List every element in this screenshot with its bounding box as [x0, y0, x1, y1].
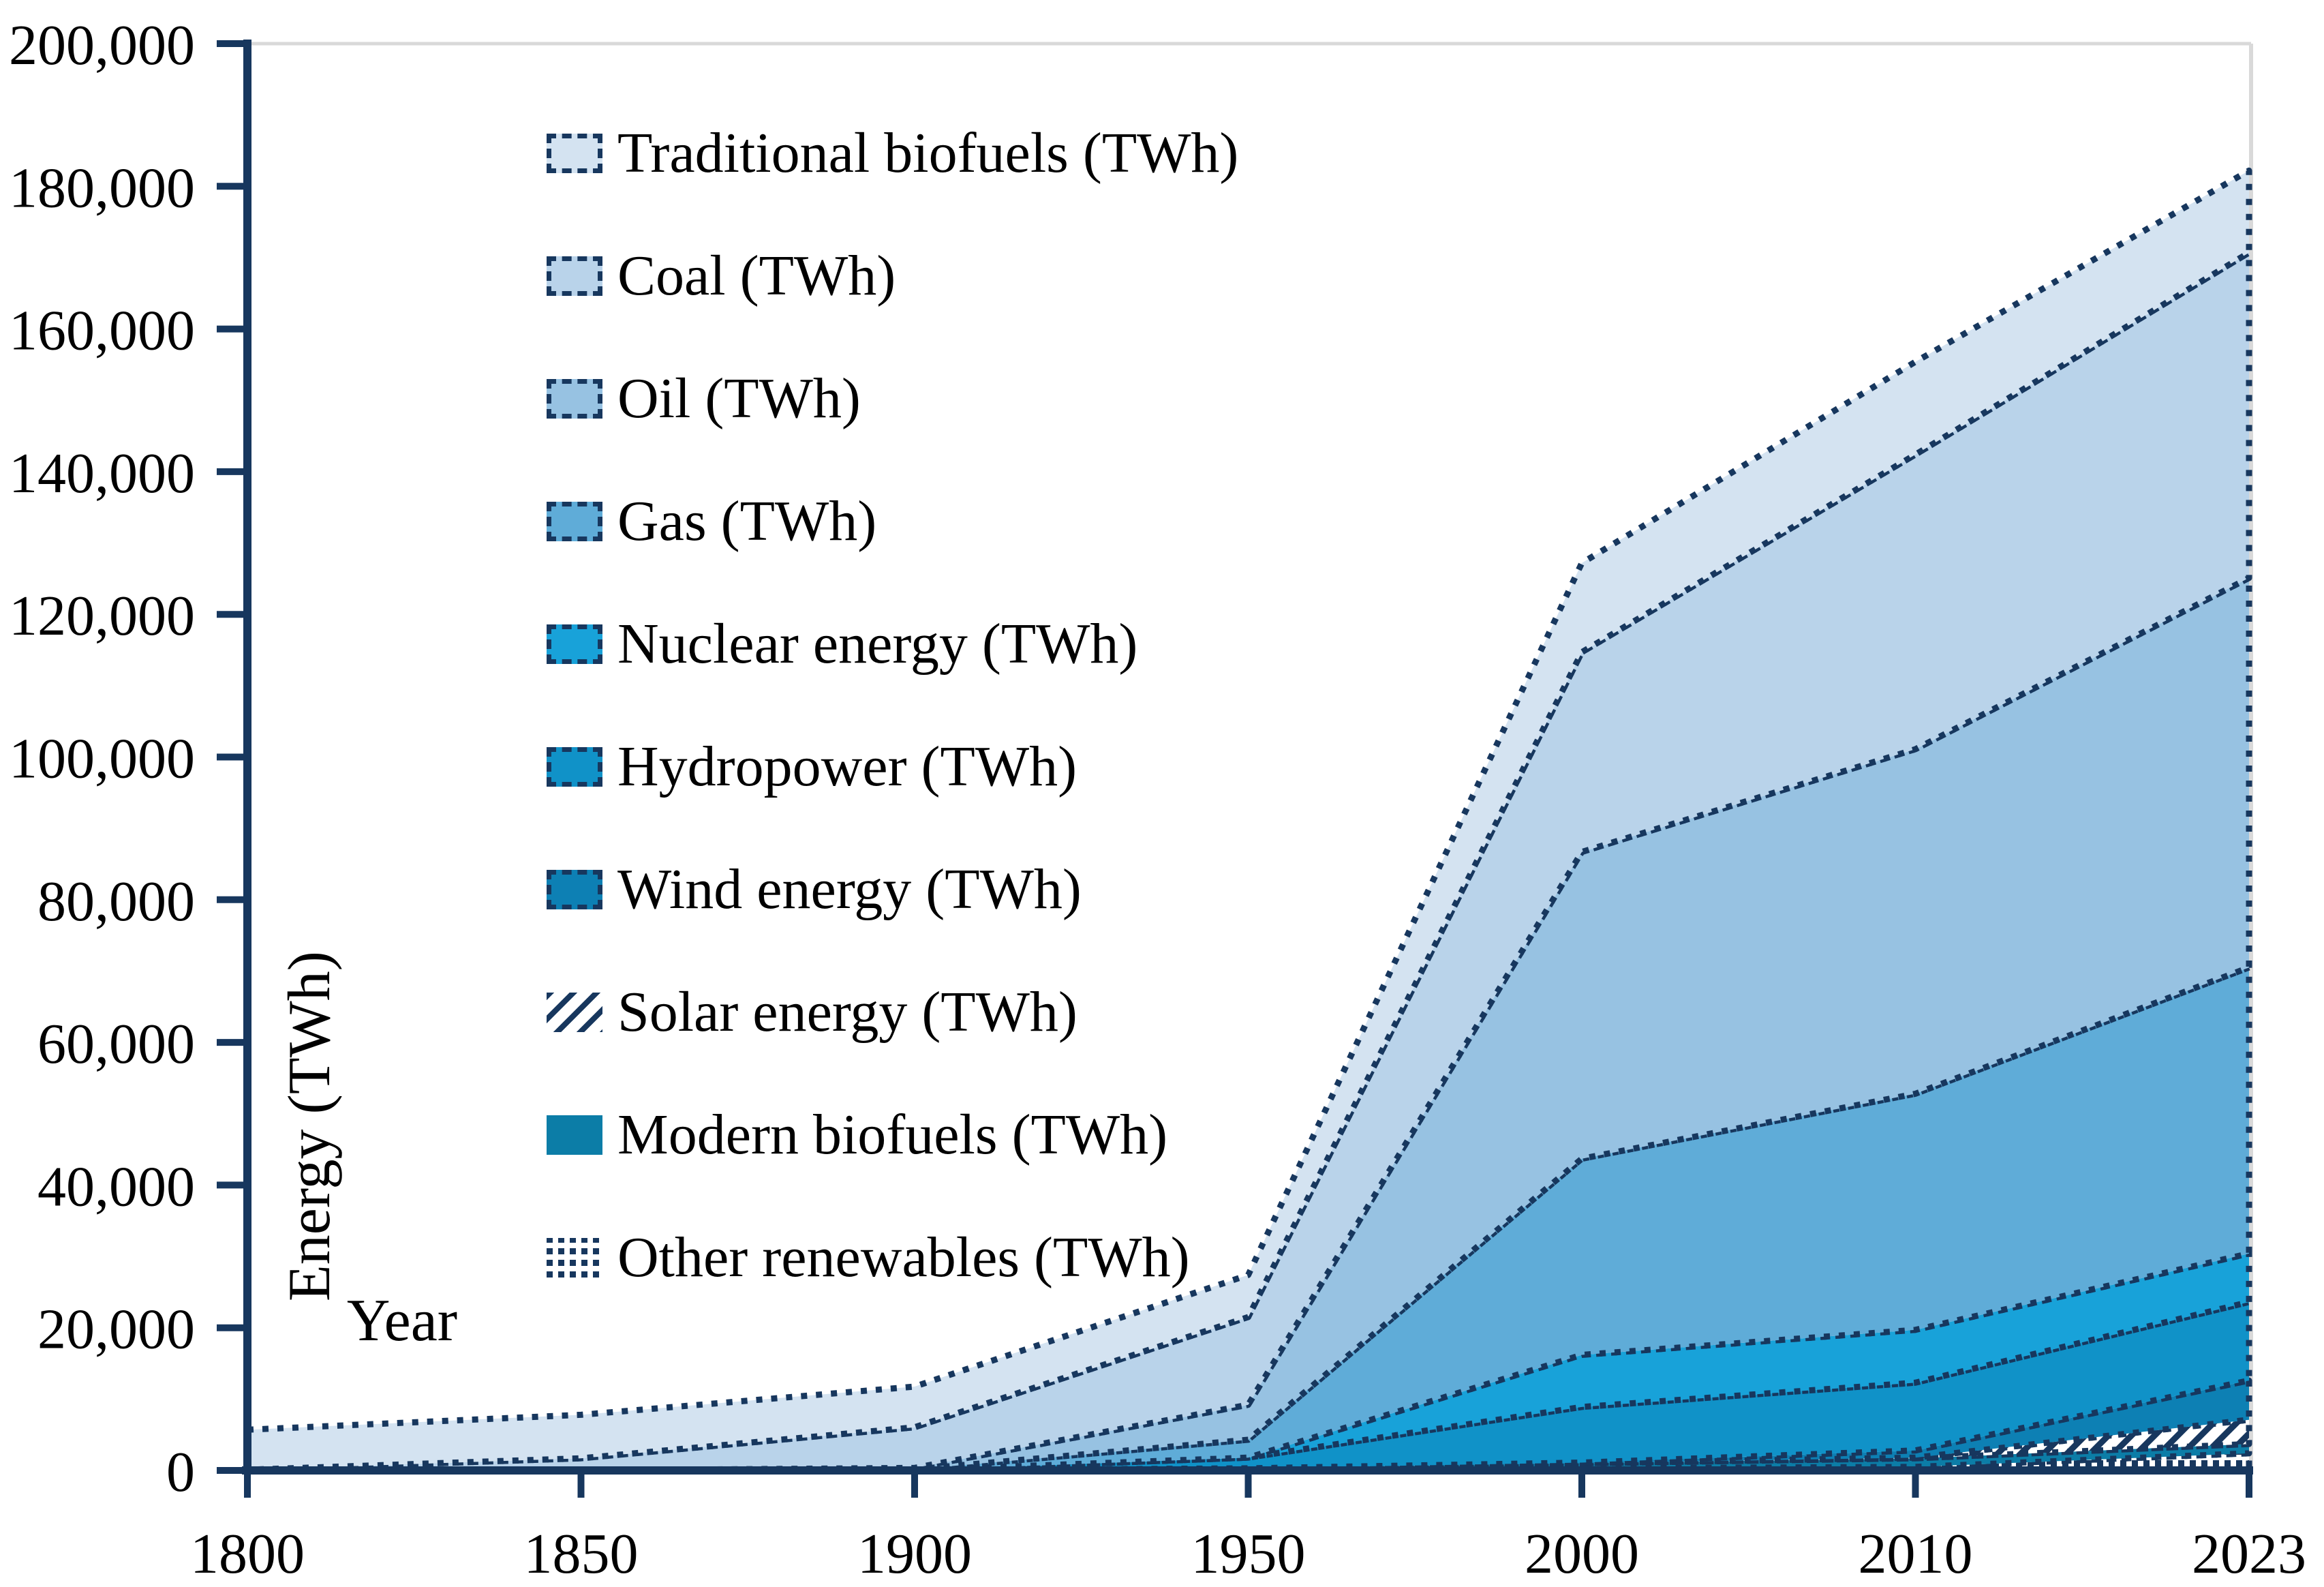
legend-swatch-hydropower	[547, 747, 602, 787]
y-tick-label: 180,000	[9, 156, 195, 220]
y-tick-label: 0	[166, 1440, 195, 1504]
legend-swatch-modern-biofuels	[547, 1115, 602, 1155]
legend-swatch-gas	[547, 502, 602, 541]
area-oil	[244, 575, 2252, 1474]
y-tick-label: 20,000	[37, 1298, 195, 1361]
legend-item-traditional-biofuels: Traditional biofuels (TWh)	[547, 125, 1238, 182]
x-tick-label: 2010	[1859, 1522, 1973, 1586]
legend-swatch-nuclear-energy	[547, 624, 602, 664]
y-tick-label: 200,000	[9, 14, 195, 77]
area-gas	[244, 964, 2252, 1474]
legend-item-other-renewables: Other renewables (TWh)	[547, 1229, 1190, 1286]
legend-swatch-traditional-biofuels	[547, 134, 602, 173]
legend-label: Other renewables (TWh)	[617, 1226, 1190, 1289]
x-tick-label: 1800	[190, 1522, 305, 1586]
legend-item-hydropower: Hydropower (TWh)	[547, 738, 1077, 796]
x-tick-label: 2023	[2192, 1522, 2306, 1586]
area-traditional-biofuels	[244, 167, 2252, 1473]
legend-swatch-oil	[547, 379, 602, 419]
legend-swatch-wind-energy	[547, 870, 602, 909]
y-tick-label: 100,000	[9, 727, 195, 791]
legend-swatch-solar-energy	[547, 993, 602, 1032]
x-tick-label: 2000	[1525, 1522, 1639, 1586]
x-tick-label: 1950	[1191, 1522, 1306, 1586]
y-tick-label: 40,000	[37, 1155, 195, 1218]
x-tick-label: 1850	[524, 1522, 639, 1586]
legend-item-gas: Gas (TWh)	[547, 493, 876, 550]
legend-item-solar-energy: Solar energy (TWh)	[547, 984, 1077, 1041]
legend-label: Oil (TWh)	[617, 367, 861, 430]
legend-label: Coal (TWh)	[617, 244, 896, 307]
legend-swatch-coal	[547, 256, 602, 296]
y-tick-label: 60,000	[37, 1012, 195, 1076]
legend-label: Traditional biofuels (TWh)	[617, 121, 1239, 185]
legend-label: Wind energy (TWh)	[617, 858, 1082, 921]
legend-swatch-other-renewables	[547, 1238, 602, 1278]
y-tick-label: 80,000	[37, 870, 195, 933]
legend-item-modern-biofuels: Modern biofuels (TWh)	[547, 1106, 1167, 1164]
legend-label: Hydropower (TWh)	[617, 735, 1077, 798]
legend-label: Solar energy (TWh)	[617, 980, 1077, 1044]
legend-item-nuclear-energy: Nuclear energy (TWh)	[547, 616, 1137, 673]
x-axis-title: Year	[346, 1288, 458, 1354]
legend-label: Gas (TWh)	[617, 489, 877, 553]
y-tick-label: 160,000	[9, 299, 195, 363]
y-axis-title: Energy (TWh)	[277, 951, 343, 1301]
legend-item-wind-energy: Wind energy (TWh)	[547, 861, 1082, 918]
legend-label: Nuclear energy (TWh)	[617, 612, 1138, 676]
x-tick-label: 1900	[857, 1522, 972, 1586]
legend-item-oil: Oil (TWh)	[547, 370, 861, 427]
legend-label: Modern biofuels (TWh)	[617, 1103, 1168, 1166]
y-tick-label: 120,000	[9, 584, 195, 648]
legend-item-coal: Coal (TWh)	[547, 247, 896, 305]
y-tick-label: 140,000	[9, 442, 195, 505]
